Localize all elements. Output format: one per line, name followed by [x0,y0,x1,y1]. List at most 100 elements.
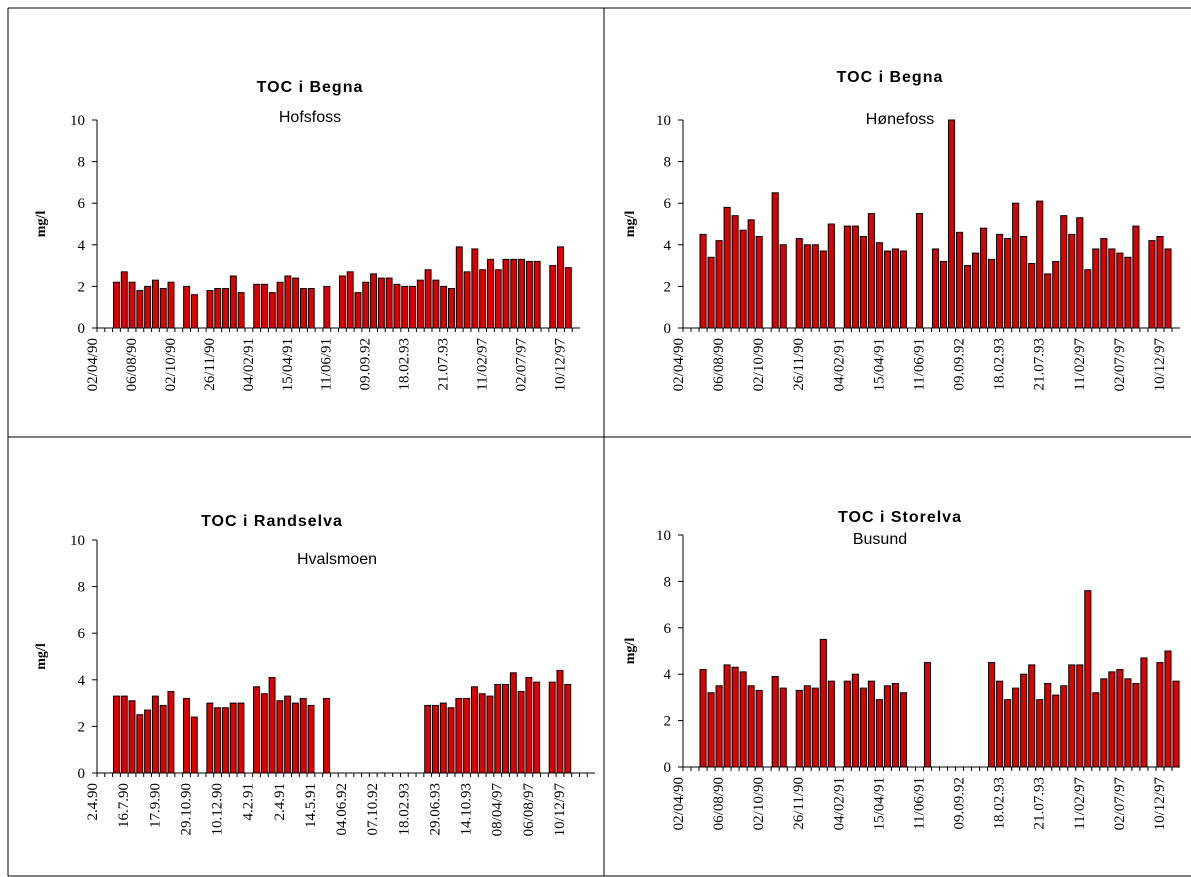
x-tick-label: 02/04/90 [671,338,687,391]
bar [494,269,502,329]
bar [167,690,175,774]
x-tick-label: 02/04/90 [85,338,101,391]
x-tick-label: 02/10/90 [163,338,179,391]
bar [819,638,827,768]
bar [253,686,260,774]
bar [533,681,541,774]
bar [883,685,891,768]
bar [1132,225,1140,329]
bar [1012,687,1020,768]
bar [795,689,803,768]
bar [867,680,875,768]
chart-subtitle: Hvalsmoen [297,551,377,568]
x-tick-label: 21.07.93 [1032,777,1048,830]
bar [723,664,731,768]
bar [1100,678,1108,768]
bar [1092,692,1100,768]
bar [915,213,924,329]
bar [1156,662,1164,768]
bar [1052,260,1060,329]
bar [1028,664,1036,768]
bar [128,700,136,774]
bar [549,265,557,329]
bar [875,699,883,768]
y-tick-label: 10 [70,533,85,549]
bar [190,294,198,329]
bar [151,695,159,774]
bar [795,238,803,329]
bar [1060,685,1068,768]
bar [510,258,518,329]
bar [564,267,572,329]
bar [803,685,811,768]
x-tick-label: 11/02/97 [475,338,491,391]
bar [167,281,175,329]
bar [478,693,486,774]
x-tick-label: 18.02.93 [396,783,412,836]
bar [964,265,972,329]
y-tick-label: 8 [664,155,672,171]
bar [206,290,214,329]
x-tick-label: 09.09.92 [952,777,968,830]
bar [284,275,292,329]
bar [1036,200,1044,329]
bar [1060,215,1068,329]
chart-subtitle: Hofsfoss [279,109,341,126]
bar [715,240,723,329]
x-tick-label: 10/12/97 [1152,777,1168,831]
bar [1084,269,1092,329]
chart-title: TOC i Begna [257,79,364,96]
bar [136,714,144,774]
bar [548,681,556,774]
x-tick-label: 26/11/90 [791,338,807,391]
bar [471,248,479,329]
bar [455,697,463,774]
y-tick-label: 0 [78,766,86,782]
x-tick-label: 21.07.93 [1032,338,1048,391]
bar [891,682,899,768]
bar [956,231,964,329]
x-tick-label: 17.9.90 [147,783,163,828]
bar [1116,252,1124,329]
bar [237,702,245,774]
bar [1036,699,1044,768]
y-axis-label: mg/l [34,643,49,670]
bar [440,285,448,329]
bar [771,676,779,768]
x-tick-label: 02/04/90 [671,777,687,830]
bar [370,273,378,329]
y-tick-label: 8 [664,574,672,590]
bar [564,683,572,774]
bar [988,258,996,329]
bar [747,219,755,329]
x-tick-label: 4.2.91 [241,783,257,821]
bar [1172,680,1180,768]
bar [307,287,315,329]
bar [875,242,883,329]
bar [1020,673,1028,768]
bar [699,669,707,768]
bar [113,281,120,329]
bar [723,206,731,329]
bar [1084,590,1092,768]
bar [811,244,819,329]
bar [447,287,455,329]
bar [439,702,447,774]
bar [291,702,299,774]
bar [1108,248,1116,329]
x-tick-label: 04/02/91 [831,338,847,391]
bar [393,283,401,329]
bar [1140,657,1148,768]
x-tick-label: 29.06.93 [427,783,443,836]
bar [509,672,517,774]
y-tick-label: 8 [78,155,86,171]
bar [144,285,152,329]
bar [432,279,440,329]
bar [739,229,747,329]
x-tick-label: 14.10.93 [459,783,475,836]
bar [883,250,891,329]
bar [779,244,787,329]
x-tick-label: 2.4.91 [272,783,288,821]
bar [502,683,509,774]
x-tick-label: 06/08/90 [124,338,140,391]
